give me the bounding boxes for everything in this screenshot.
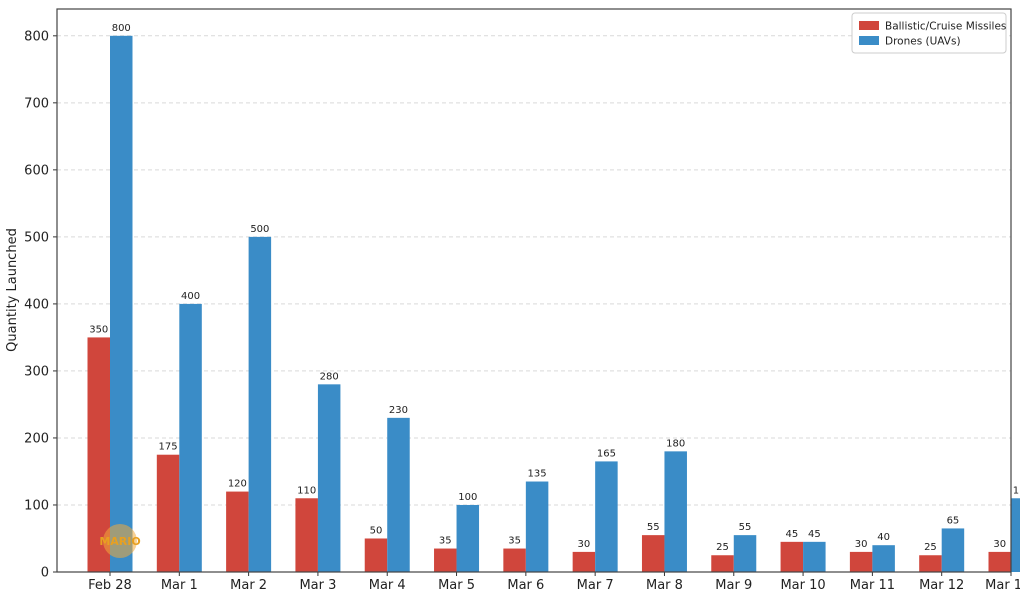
x-tick-label: Mar 13* [985, 578, 1020, 593]
y-tick-label: 100 [24, 498, 49, 513]
y-axis-title: Quantity Launched [5, 228, 20, 352]
data-label-drones: 45 [808, 529, 821, 540]
bar-drones [872, 545, 895, 572]
data-label-missiles: 35 [508, 536, 521, 547]
x-tick-label: Mar 9 [715, 578, 752, 593]
bar-drones [387, 418, 410, 572]
legend-label-drones: Drones (UAVs) [885, 36, 961, 48]
y-tick-label: 700 [24, 96, 49, 111]
data-label-missiles: 175 [159, 442, 178, 453]
bar-drones [942, 528, 965, 572]
y-tick-label: 800 [24, 29, 49, 44]
bar-missiles [781, 542, 804, 572]
x-tick-label: Mar 8 [646, 578, 683, 593]
bar-missiles [711, 555, 734, 572]
data-label-drones: 280 [320, 371, 339, 382]
data-label-missiles: 25 [716, 542, 729, 553]
bar-missiles [642, 535, 665, 572]
data-label-drones: 230 [389, 405, 408, 416]
bar-missiles [573, 552, 596, 572]
x-tick-label: Mar 6 [507, 578, 544, 593]
legend-swatch-drones [859, 36, 879, 45]
legend-label-missiles: Ballistic/Cruise Missiles [885, 21, 1006, 33]
data-label-drones: 165 [597, 448, 616, 459]
bar-missiles [503, 549, 526, 572]
data-label-drones: 100 [458, 492, 477, 503]
x-tick-label: Mar 12 [919, 578, 964, 593]
bar-missiles [989, 552, 1012, 572]
bar-drones [110, 36, 133, 572]
data-label-drones: 180 [666, 438, 685, 449]
bar-drones [734, 535, 757, 572]
x-tick-label: Mar 1 [161, 578, 198, 593]
y-tick-label: 200 [24, 431, 49, 446]
y-tick-label: 400 [24, 297, 49, 312]
data-label-missiles: 25 [924, 542, 937, 553]
data-label-missiles: 30 [993, 539, 1006, 550]
y-tick-label: 500 [24, 230, 49, 245]
data-label-missiles: 120 [228, 479, 247, 490]
bar-missiles [919, 555, 942, 572]
data-label-drones: 40 [877, 532, 890, 543]
data-label-missiles: 110 [297, 485, 316, 496]
data-label-drones: 400 [181, 291, 200, 302]
data-label-drones: 65 [947, 515, 960, 526]
bar-drones [457, 505, 480, 572]
bar-missiles [295, 498, 318, 572]
data-label-drones: 500 [250, 224, 269, 235]
bar-drones [318, 384, 341, 572]
watermark-text: MARIO [99, 535, 140, 548]
data-label-missiles: 50 [370, 525, 383, 536]
x-tick-label: Mar 2 [230, 578, 267, 593]
bar-drones [179, 304, 202, 572]
x-tick-label: Mar 10 [780, 578, 825, 593]
bar-drones [664, 451, 687, 572]
data-label-missiles: 45 [785, 529, 798, 540]
data-label-missiles: 350 [89, 324, 108, 335]
bar-missiles [226, 492, 249, 572]
bar-missiles [850, 552, 873, 572]
x-tick-label: Mar 7 [577, 578, 614, 593]
x-tick-label: Feb 28 [88, 578, 132, 593]
y-tick-label: 300 [24, 364, 49, 379]
x-tick-label: Mar 5 [438, 578, 475, 593]
bar-missiles [365, 538, 388, 572]
data-label-missiles: 30 [578, 539, 591, 550]
bar-drones [249, 237, 272, 572]
bar-missiles [434, 549, 457, 572]
x-tick-label: Mar 11 [850, 578, 895, 593]
y-tick-label: 0 [41, 566, 49, 581]
bar-drones [595, 461, 618, 572]
y-tick-label: 600 [24, 163, 49, 178]
data-label-missiles: 30 [855, 539, 868, 550]
data-label-missiles: 35 [439, 536, 452, 547]
legend: Ballistic/Cruise Missiles Drones (UAVs) [852, 13, 1006, 53]
data-label-drones: 135 [528, 469, 547, 480]
data-label-drones: 110 [1013, 485, 1020, 496]
data-label-drones: 800 [112, 23, 131, 34]
data-label-missiles: 55 [647, 522, 660, 533]
legend-swatch-missiles [859, 21, 879, 30]
bar-drones [526, 482, 549, 572]
bar-missiles [157, 455, 180, 572]
x-tick-label: Mar 4 [369, 578, 406, 593]
x-tick-label: Mar 3 [299, 578, 336, 593]
bar-drones [803, 542, 826, 572]
bar-drones [1011, 498, 1020, 572]
data-label-drones: 55 [739, 522, 752, 533]
